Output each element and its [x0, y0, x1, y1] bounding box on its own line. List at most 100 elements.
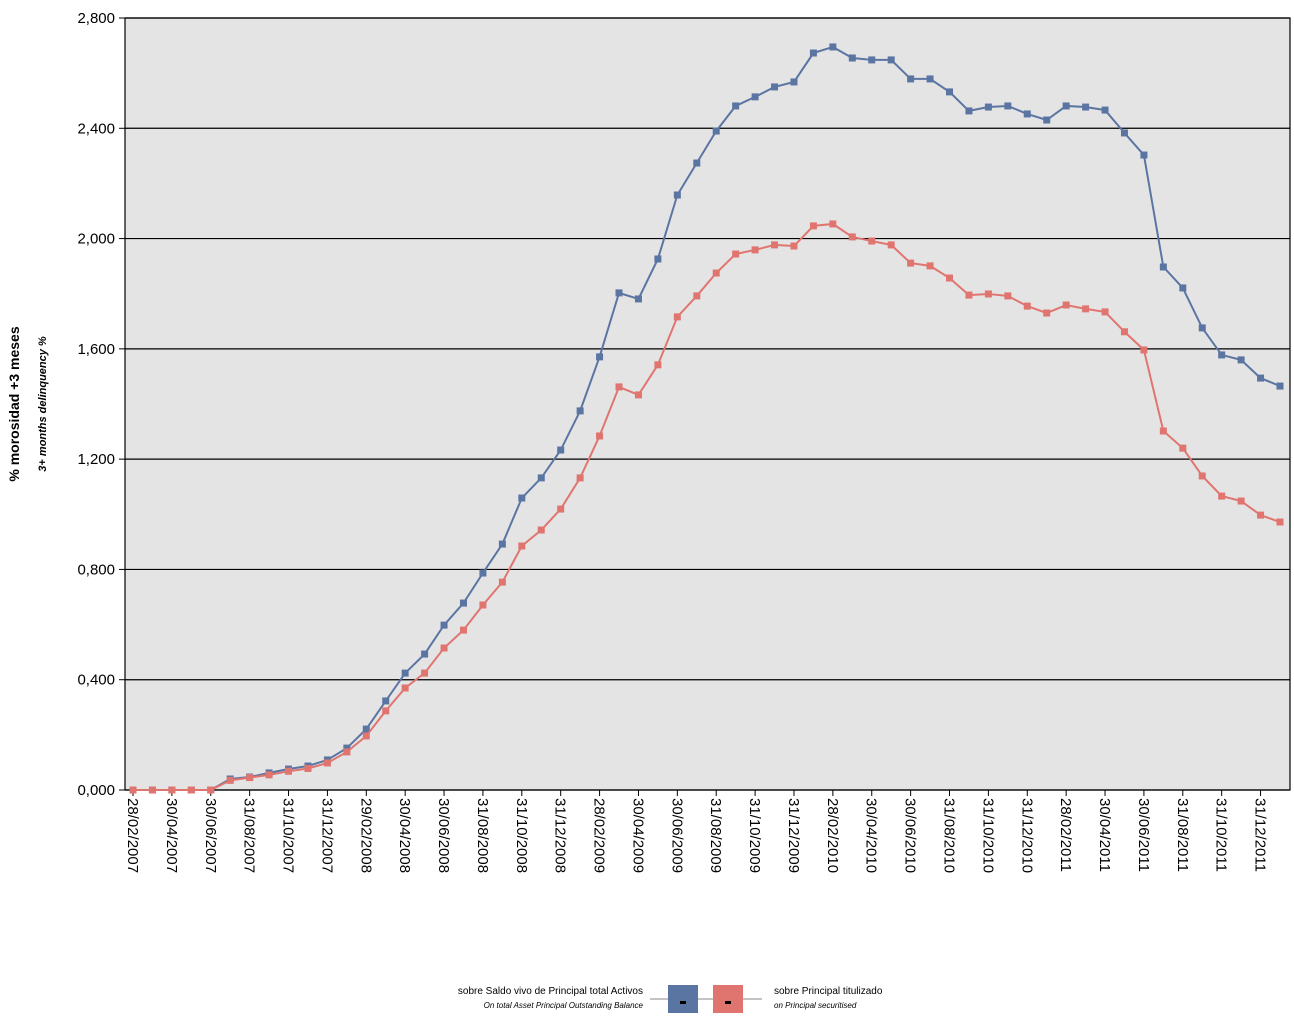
point: [1101, 106, 1109, 114]
point: [498, 578, 506, 586]
point: [771, 241, 779, 249]
point: [537, 474, 545, 482]
point: [1276, 382, 1284, 390]
y-tick-label: 0,400: [77, 672, 115, 689]
point: [693, 292, 701, 300]
x-tick-label: 28/02/2007: [124, 798, 141, 873]
point: [207, 786, 215, 794]
point: [1218, 351, 1226, 359]
x-tick-label: 31/12/2008: [552, 798, 569, 873]
legend-dash: [680, 1001, 686, 1004]
point: [732, 102, 740, 110]
point: [1237, 356, 1245, 364]
point: [751, 246, 759, 254]
point: [1257, 374, 1265, 382]
x-tick-label: 30/06/2011: [1135, 798, 1152, 872]
point: [984, 290, 992, 298]
point: [829, 43, 837, 51]
x-tick-label: 31/08/2008: [474, 798, 491, 873]
point: [1062, 102, 1070, 110]
point: [615, 289, 623, 297]
point: [459, 626, 467, 634]
x-tick-label: 30/04/2011: [1096, 798, 1113, 872]
point: [382, 697, 390, 705]
legend-sublabel: on Principal securitised: [774, 1001, 857, 1010]
point: [1218, 492, 1226, 500]
point: [732, 250, 740, 258]
point: [596, 432, 604, 440]
y-tick-label: 1,200: [77, 451, 115, 468]
x-tick-label: 28/02/2011: [1057, 798, 1074, 872]
x-tick-label: 30/04/2007: [163, 798, 180, 873]
point: [654, 361, 662, 369]
point: [634, 295, 642, 303]
point: [946, 88, 954, 96]
point: [868, 237, 876, 245]
point: [557, 446, 565, 454]
point: [1198, 324, 1206, 332]
point: [421, 650, 429, 658]
point: [965, 291, 973, 299]
y-tick-label: 0,800: [77, 561, 115, 578]
x-tick-label: 30/06/2010: [902, 798, 919, 873]
point: [576, 474, 584, 482]
point: [1179, 444, 1187, 452]
y-tick-label: 2,800: [77, 10, 115, 27]
point: [440, 621, 448, 629]
point: [246, 774, 254, 782]
point: [1023, 302, 1031, 310]
point: [1082, 305, 1090, 313]
legend-sublabel: On total Asset Principal Outstanding Bal…: [484, 1001, 644, 1010]
y-tick-label: 2,400: [77, 120, 115, 137]
y-axis-subtitle: 3+ months delinquency %: [37, 336, 49, 472]
x-tick-label: 31/12/2011: [1252, 798, 1269, 872]
x-tick-label: 31/10/2007: [280, 798, 297, 873]
y-tick-label: 2,000: [77, 231, 115, 248]
point: [868, 56, 876, 64]
point: [479, 601, 487, 609]
legend-label: sobre Saldo vivo de Principal total Acti…: [458, 986, 643, 997]
point: [926, 262, 934, 270]
point: [401, 684, 409, 692]
point: [343, 748, 351, 756]
x-tick-label: 31/10/2011: [1213, 798, 1230, 872]
point: [654, 255, 662, 263]
point: [304, 764, 312, 772]
point: [634, 391, 642, 399]
point: [226, 776, 234, 784]
point: [809, 222, 817, 230]
point: [965, 107, 973, 115]
point: [712, 127, 720, 135]
legend-label: sobre Principal titulizado: [774, 986, 883, 997]
plot-area: [125, 18, 1290, 790]
point: [1004, 102, 1012, 110]
point: [771, 83, 779, 91]
legend-swatch: [713, 985, 743, 1013]
y-tick-label: 0,000: [77, 782, 115, 799]
x-tick-label: 30/04/2010: [863, 798, 880, 873]
x-tick-label: 30/04/2009: [629, 798, 646, 873]
point: [440, 644, 448, 652]
point: [751, 93, 759, 101]
point: [946, 274, 954, 282]
point: [1101, 308, 1109, 316]
point: [343, 744, 351, 752]
point: [323, 759, 331, 767]
point: [887, 241, 895, 249]
point: [1159, 263, 1167, 271]
point: [1276, 518, 1284, 526]
x-tick-label: 30/06/2008: [435, 798, 452, 873]
x-tick-label: 31/08/2009: [707, 798, 724, 873]
x-tick-label: 30/06/2007: [202, 798, 219, 873]
point: [1004, 292, 1012, 300]
point: [596, 353, 604, 361]
x-tick-label: 29/02/2008: [357, 798, 374, 873]
point: [362, 725, 370, 733]
point: [829, 220, 837, 228]
x-tick-label: 28/02/2009: [591, 798, 608, 873]
point: [926, 75, 934, 83]
plot-border: [124, 17, 1291, 791]
x-tick-label: 30/04/2008: [396, 798, 413, 873]
x-tick-label: 31/10/2009: [746, 798, 763, 873]
